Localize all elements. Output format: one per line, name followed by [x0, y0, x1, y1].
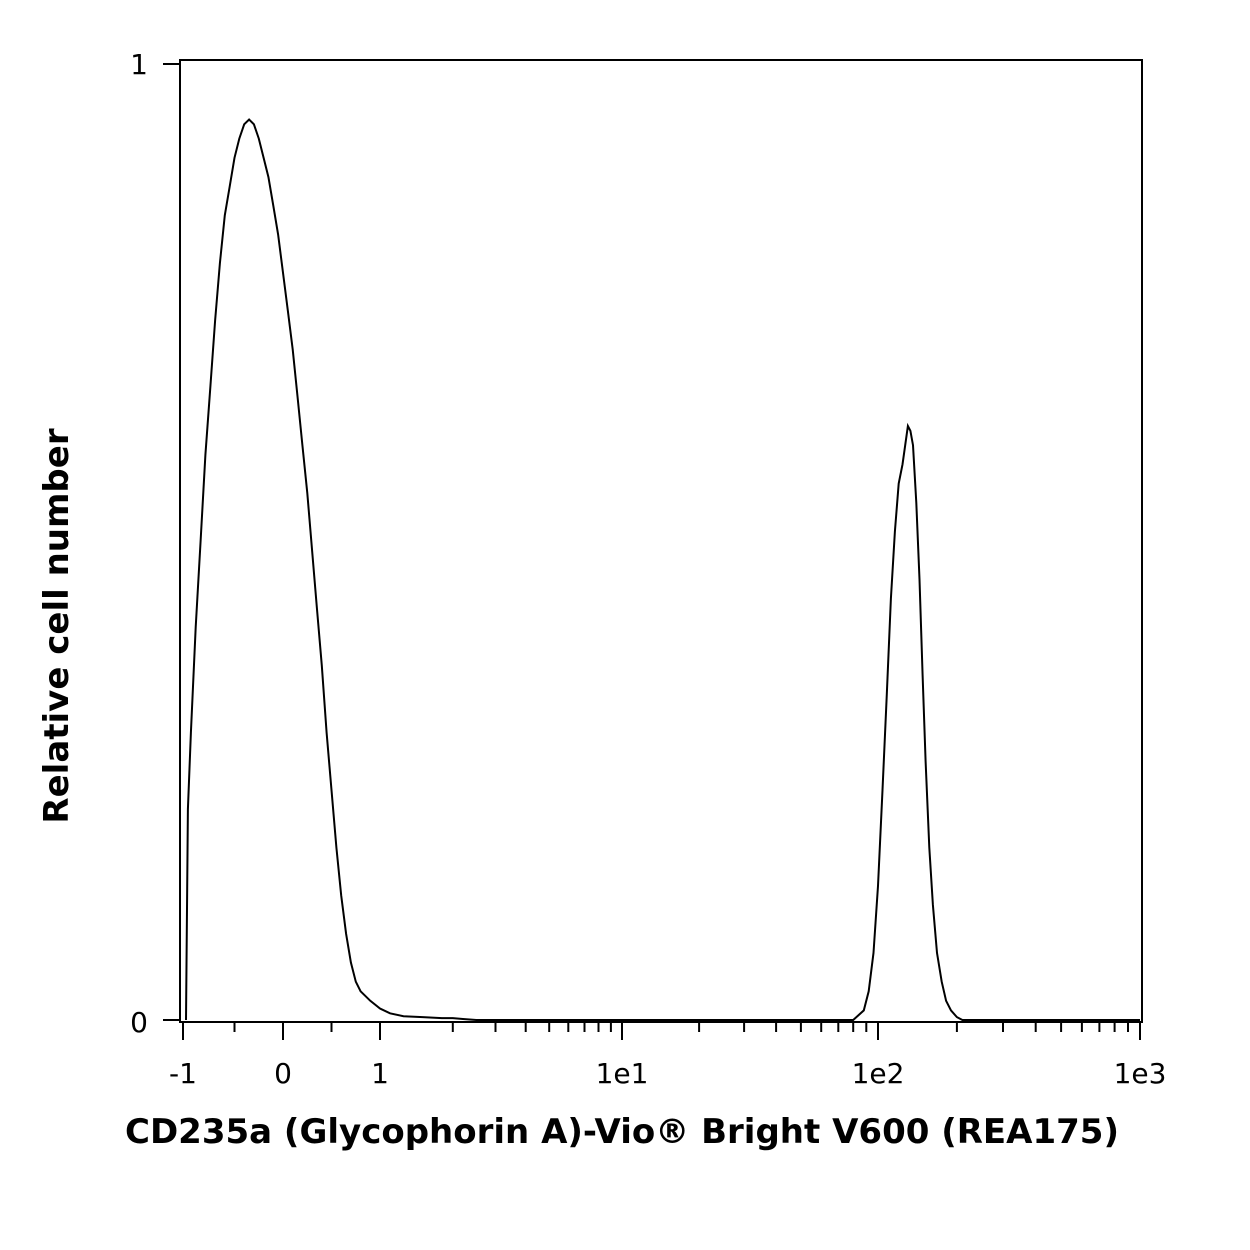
y-tick-label-0: 0	[130, 1006, 148, 1039]
y-axis-title: Relative cell number	[37, 428, 77, 823]
x-tick-label-1e2: 1e2	[852, 1057, 905, 1090]
x-axis-ticks	[182, 1022, 1141, 1040]
x-axis-title: CD235a (Glycophorin A)-Vio® Bright V600 …	[125, 1112, 1119, 1152]
x-tick-label-1: 1	[371, 1057, 389, 1090]
x-tick-label-minus1: -1	[169, 1057, 197, 1090]
histogram-series-line	[185, 118, 1140, 1021]
plot-frame	[179, 59, 1143, 1023]
y-tick-label-1: 1	[130, 48, 148, 81]
y-axis-ticks	[163, 63, 180, 1021]
x-tick-label-1e1: 1e1	[596, 1057, 649, 1090]
x-tick-label-0: 0	[274, 1057, 292, 1090]
x-tick-label-1e3: 1e3	[1114, 1057, 1167, 1090]
